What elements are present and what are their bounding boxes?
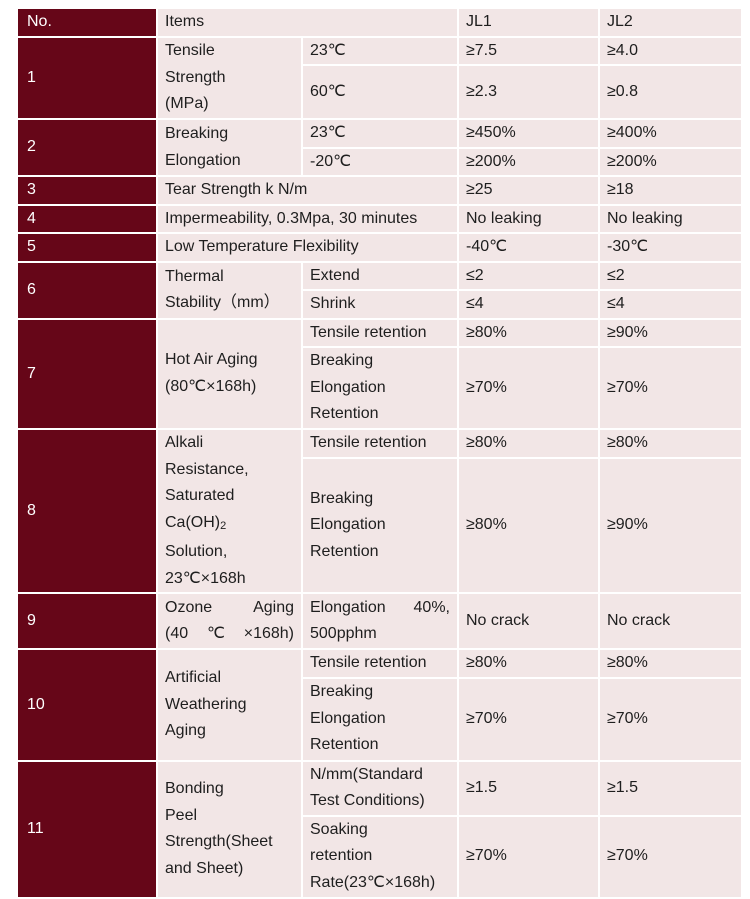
jl2-value: ≥1.5 <box>598 759 743 817</box>
item-name: Ozone Aging (40℃×168h) <box>156 592 303 650</box>
table-row: 6 Thermal Stability（mm） Extend ≤2 ≤2 <box>16 260 743 320</box>
jl2-value: ≥70% <box>598 676 743 762</box>
jl1-value: ≥80% <box>457 427 600 460</box>
header-items: Items <box>156 7 459 38</box>
item-name: Hot Air Aging (80℃×168h) <box>156 317 303 430</box>
jl1-value: No leaking <box>457 203 600 234</box>
condition: 60℃ <box>301 64 459 120</box>
row-number: 9 <box>16 592 158 650</box>
row-number: 8 <box>16 428 158 594</box>
item-name: Thermal Stability（mm） <box>156 260 303 320</box>
jl2-value: ≥70% <box>598 346 743 430</box>
table-row: 9 Ozone Aging (40℃×168h) Elongation 40%, 5… <box>16 592 743 650</box>
table-row: 4 Impermeability, 0.3Mpa, 30 minutes No … <box>16 203 743 234</box>
jl1-value: No crack <box>457 592 600 650</box>
item-name: Tensile Strength (MPa) <box>156 35 303 120</box>
table-row: 8 Alkali Resistance, Saturated Ca(OH)2 Solut… <box>16 427 743 594</box>
jl1-value: ≤2 <box>457 260 600 291</box>
jl1-value: ≥80% <box>457 648 600 679</box>
table-row: 60℃ ≥2.3 ≥0.8 <box>17 64 743 120</box>
condition: -20℃ <box>301 146 459 177</box>
item-name: Low Temperature Flexibility <box>156 232 459 263</box>
jl2-value: ≥0.8 <box>598 64 743 120</box>
jl1-value: ≤4 <box>457 289 600 320</box>
jl1-value: ≥25 <box>457 175 600 206</box>
condition: Breaking Elongation Retention <box>301 457 459 594</box>
condition: Elongation 40%, 500pphm <box>301 592 459 650</box>
jl2-value: ≥18 <box>598 175 743 206</box>
condition: Breaking Elongation Retention <box>301 676 459 762</box>
condition: Breaking Elongation Retention <box>301 346 459 430</box>
jl1-value: ≥70% <box>457 676 600 762</box>
header-jl2: JL2 <box>598 7 743 38</box>
table-row: Breaking Elongation Retention ≥70% ≥70% <box>17 676 743 762</box>
jl1-value: ≥200% <box>457 146 600 177</box>
table-row: -20℃ ≥200% ≥200% <box>17 146 743 177</box>
table-row: Breaking Elongation Retention ≥80% ≥90% <box>17 457 743 594</box>
row-number: 4 <box>16 203 158 234</box>
item-name: Breaking Elongation <box>156 118 303 177</box>
condition: Soaking retention Rate(23℃×168h) <box>301 814 459 899</box>
condition: 23℃ <box>301 118 459 149</box>
jl2-value: ≥90% <box>598 457 743 594</box>
row-number: 1 <box>16 35 158 120</box>
header-no: No. <box>16 7 158 38</box>
specification-table: No. Items JL1 JL2 1 Tensile Strength (MPa)… <box>16 7 743 899</box>
jl2-value: No leaking <box>598 203 743 234</box>
condition: 23℃ <box>301 35 459 66</box>
item-name: Impermeability, 0.3Mpa, 30 minutes <box>156 203 459 234</box>
jl1-value: ≥70% <box>457 346 600 430</box>
table-row: 3 Tear Strength k N/m ≥25 ≥18 <box>16 175 743 206</box>
jl2-value: ≥80% <box>598 427 743 460</box>
jl1-value: ≥1.5 <box>457 759 600 817</box>
row-number: 5 <box>16 232 158 263</box>
table-row: 7 Hot Air Aging (80℃×168h) Tensile retent… <box>16 317 743 430</box>
jl2-value: ≤2 <box>598 260 743 291</box>
condition: Tensile retention <box>301 427 459 460</box>
row-number: 2 <box>16 118 158 177</box>
jl2-value: ≥80% <box>598 648 743 679</box>
row-number: 11 <box>16 759 158 899</box>
row-number: 3 <box>16 175 158 206</box>
row-number: 6 <box>16 260 158 320</box>
jl1-value: ≥450% <box>457 118 600 149</box>
jl2-value: -30℃ <box>598 232 743 263</box>
row-number: 7 <box>16 317 158 430</box>
jl1-value: ≥70% <box>457 814 600 899</box>
condition: N/mm(Standard Test Conditions) <box>301 759 459 817</box>
table-row: 5 Low Temperature Flexibility -40℃ -30℃ <box>16 232 743 263</box>
condition: Shrink <box>301 289 459 320</box>
jl2-value: ≥90% <box>598 317 743 348</box>
header-row: No. Items JL1 JL2 <box>16 7 743 38</box>
jl1-value: ≥80% <box>457 317 600 348</box>
row-number: 10 <box>16 648 158 762</box>
jl2-value: No crack <box>598 592 743 650</box>
table-row: Breaking Elongation Retention ≥70% ≥70% <box>17 346 743 430</box>
table-row: 2 Breaking Elongation 23℃ ≥450% ≥400% <box>16 118 743 177</box>
item-name: Tear Strength k N/m <box>156 175 459 206</box>
condition: Extend <box>301 260 459 291</box>
table-row: 1 Tensile Strength (MPa) 23℃ ≥7.5 ≥4.0 <box>16 35 743 120</box>
item-name: Alkali Resistance, Saturated Ca(OH)2 Solutio… <box>156 428 303 594</box>
table-row: Shrink ≤4 ≤4 <box>17 289 743 320</box>
item-name: Bonding Peel Strength(Sheet and Sheet) <box>156 759 303 899</box>
jl1-value: ≥2.3 <box>457 64 600 120</box>
item-name: Artificial Weathering Aging <box>156 648 303 762</box>
jl2-value: ≥400% <box>598 118 743 149</box>
condition: Tensile retention <box>301 648 459 679</box>
jl1-value: -40℃ <box>457 232 600 263</box>
jl2-value: ≥70% <box>598 814 743 899</box>
jl2-value: ≥4.0 <box>598 35 743 66</box>
jl1-value: ≥7.5 <box>457 35 600 66</box>
jl1-value: ≥80% <box>457 457 600 594</box>
jl2-value: ≥200% <box>598 146 743 177</box>
table-row: 10 Artificial Weathering Aging Tensile ret… <box>16 648 743 762</box>
jl2-value: ≤4 <box>598 289 743 320</box>
header-jl1: JL1 <box>457 7 600 38</box>
table-row: Soaking retention Rate(23℃×168h) ≥70% ≥70% <box>17 814 743 899</box>
condition: Tensile retention <box>301 317 459 348</box>
table-row: 11 Bonding Peel Strength(Sheet and Sheet) N… <box>16 759 743 899</box>
